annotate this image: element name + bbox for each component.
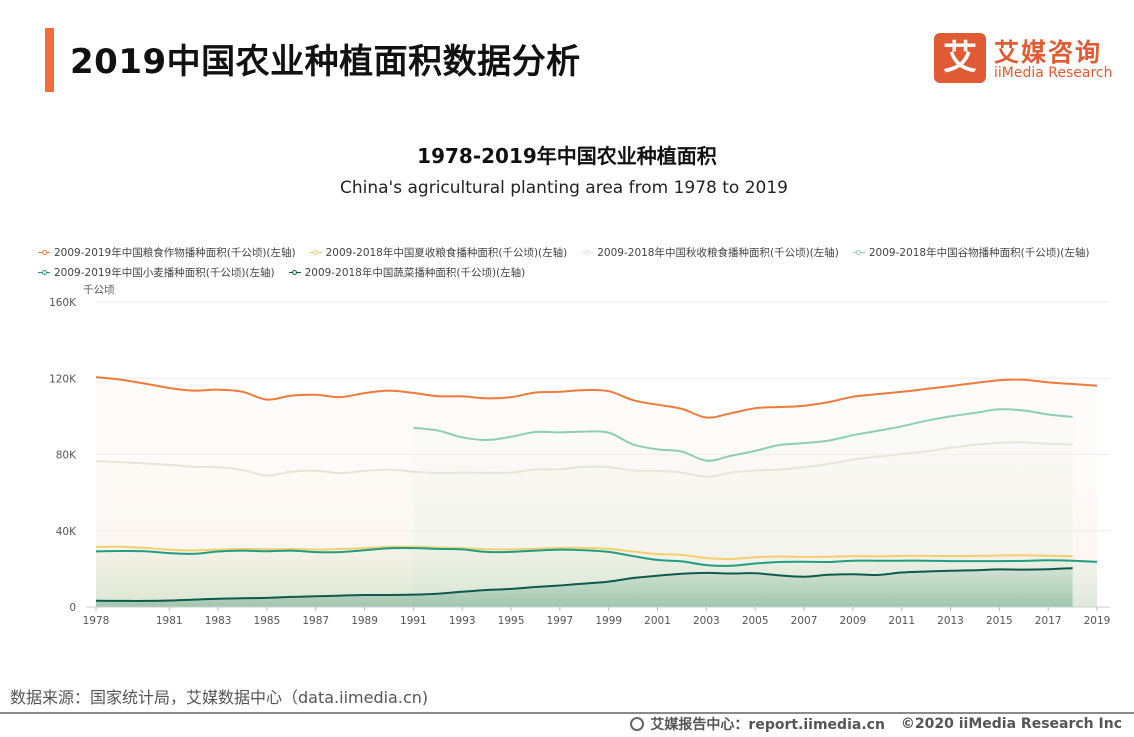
series-area-5 <box>96 568 1073 607</box>
x-tick-label: 1983 <box>205 615 232 627</box>
chart-subtitle: China's agricultural planting area from … <box>340 178 788 198</box>
legend-item-cereal[interactable]: 2009-2018年中国谷物播种面积(千公顷)(左轴) <box>852 245 1090 260</box>
y-tick-label: 80K <box>56 450 77 462</box>
x-tick-label: 1993 <box>449 615 476 627</box>
data-source-note: 数据来源：国家统计局，艾媒数据中心（data.iimedia.cn) <box>10 688 429 707</box>
x-tick-label: 1987 <box>302 615 329 627</box>
legend-item-grain[interactable]: 2009-2019年中国粮食作物播种面积(千公顷)(左轴) <box>38 245 296 260</box>
legend-item-wheat[interactable]: 2009-2019年中国小麦播种面积(千公顷)(左轴) <box>38 265 275 280</box>
series-lines <box>95 376 1098 602</box>
x-tick-label: 2003 <box>693 615 720 627</box>
legend-row-2: 2009-2019年中国小麦播种面积(千公顷)(左轴) 2009-2018年中国… <box>38 262 1118 282</box>
x-tick-label: 2017 <box>1035 615 1062 627</box>
series-line-4 <box>95 547 1098 567</box>
report-center-link[interactable]: 艾媒报告中心：report.iimedia.cn <box>650 717 885 733</box>
legend-item-summer-grain[interactable]: 2009-2018年中国夏收粮食播种面积(千公顷)(左轴) <box>309 245 568 260</box>
x-tick-label: 2019 <box>1084 615 1111 627</box>
iimedia-logo: 艾 艾媒咨询 iiMedia Research <box>934 33 1114 85</box>
logo-name-en: iiMedia Research <box>994 65 1113 81</box>
legend-label: 2009-2018年中国秋收粮食播种面积(千公顷)(左轴) <box>597 246 839 259</box>
y-axis-unit-label: 千公顷 <box>83 284 115 296</box>
y-tick-label: 40K <box>56 526 77 538</box>
legend-line-marker-icon <box>581 248 594 256</box>
x-tick-label: 1997 <box>547 615 574 627</box>
x-tick-label: 2009 <box>839 615 866 627</box>
y-tick-label: 0 <box>69 602 76 614</box>
chart-title: 1978-2019年中国农业种植面积 <box>417 144 717 168</box>
series-line-5 <box>95 567 1073 602</box>
x-tick-label: 2001 <box>644 615 671 627</box>
x-tick-label: 2015 <box>986 615 1013 627</box>
x-tick-label: 1995 <box>498 615 525 627</box>
logo-name-cn: 艾媒咨询 <box>994 38 1103 67</box>
footer-divider <box>0 712 1134 714</box>
legend-label: 2009-2018年中国蔬菜播种面积(千公顷)(左轴) <box>304 266 526 279</box>
legend-line-marker-icon <box>38 268 50 276</box>
x-tick-label: 2013 <box>937 615 964 627</box>
legend-row-1: 2009-2019年中国粮食作物播种面积(千公顷)(左轴) 2009-2018年… <box>38 242 1118 262</box>
legend-line-marker-icon <box>38 248 50 256</box>
x-tick-label: 1985 <box>254 615 281 627</box>
axes: 0 40K 80K 120K 160K 1978 1981 1983 1985 1987 1989 1… <box>49 297 1110 627</box>
legend-line-marker-icon <box>288 268 301 276</box>
series-line-3 <box>413 408 1073 462</box>
copyright-text: ©2020 iiMedia Research Inc <box>900 716 1122 732</box>
legend-label: 2009-2018年中国谷物播种面积(千公顷)(左轴) <box>868 246 1090 259</box>
legend-label: 2009-2019年中国小麦播种面积(千公顷)(左轴) <box>54 266 275 279</box>
x-tick-label: 1978 <box>83 615 110 627</box>
x-tick-label: 1989 <box>351 615 378 627</box>
x-tick-label: 2007 <box>791 615 818 627</box>
footer: 艾媒报告中心：report.iimedia.cn ©2020 iiMedia R… <box>630 714 1122 734</box>
globe-icon <box>630 717 645 731</box>
legend-item-vegetable[interactable]: 2009-2018年中国蔬菜播种面积(千公顷)(左轴) <box>288 265 526 280</box>
y-tick-label: 120K <box>49 373 77 385</box>
x-tick-label: 2005 <box>742 615 769 627</box>
logo-mark-icon: 艾 <box>934 33 986 83</box>
title-accent-bar <box>45 28 54 92</box>
series-line-2 <box>95 441 1073 478</box>
legend-line-marker-icon <box>309 248 322 256</box>
legend-line-marker-icon <box>852 248 865 256</box>
y-tick-label: 160K <box>49 297 77 309</box>
series-areas <box>96 377 1097 607</box>
legend-item-autumn-grain[interactable]: 2009-2018年中国秋收粮食播种面积(千公顷)(左轴) <box>581 245 839 260</box>
page-title: 2019中国农业种植面积数据分析 <box>70 42 581 82</box>
series-line-1 <box>95 545 1073 561</box>
x-tick-label: 2011 <box>888 615 915 627</box>
legend-label: 2009-2019年中国粮食作物播种面积(千公顷)(左轴) <box>54 246 296 259</box>
x-tick-label: 1991 <box>400 615 427 627</box>
x-tick-label: 1999 <box>595 615 622 627</box>
chart-legend: 2009-2019年中国粮食作物播种面积(千公顷)(左轴) 2009-2018年… <box>38 242 1118 282</box>
x-tick-label: 1981 <box>156 615 183 627</box>
legend-label: 2009-2018年中国夏收粮食播种面积(千公顷)(左轴) <box>325 246 568 259</box>
series-line-0 <box>95 376 1098 419</box>
